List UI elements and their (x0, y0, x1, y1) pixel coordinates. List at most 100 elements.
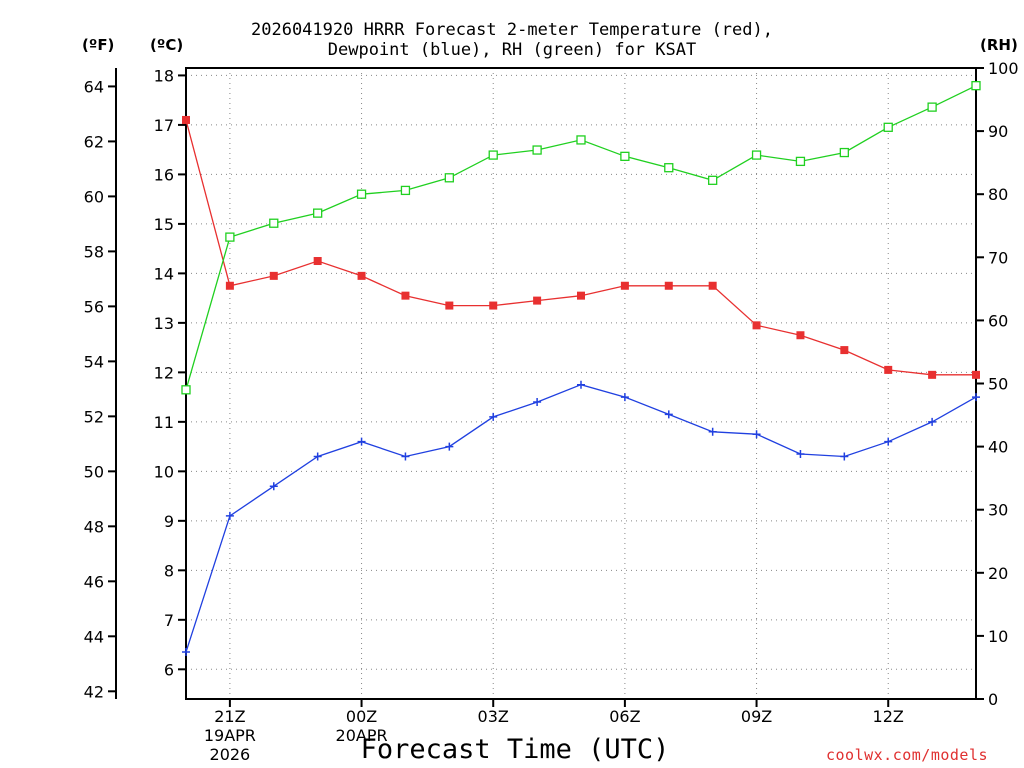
dewpoint-point (620, 393, 629, 402)
celsius-tick-label: 6 (164, 660, 174, 679)
rh-point (883, 122, 893, 132)
fahrenheit-tick-label: 50 (84, 462, 104, 481)
dewpoint-point (313, 452, 322, 461)
rh-point (795, 156, 806, 167)
celsius-tick-label: 9 (164, 512, 174, 531)
dewpoint-point (182, 647, 190, 656)
temperature-point (840, 346, 849, 355)
celsius-tick-label: 15 (154, 215, 174, 234)
celsius-unit-label: (ºC) (150, 36, 184, 54)
dewpoint-point (269, 482, 278, 491)
rh-point (751, 150, 762, 160)
fahrenheit-tick-label: 54 (84, 352, 104, 371)
x-tick-date-label: 19APR (204, 726, 256, 745)
celsius-tick-label: 14 (154, 264, 174, 283)
rh-point (664, 163, 674, 173)
rh-tick-label: 70 (988, 248, 1008, 267)
fahrenheit-tick-label: 48 (84, 517, 104, 536)
temperature-point (664, 281, 673, 290)
rh-point (225, 232, 235, 242)
temperature-point (620, 281, 629, 290)
dewpoint-point (928, 417, 937, 426)
fahrenheit-unit-label: (ºF) (82, 36, 115, 54)
x-tick-label: 00Z (346, 707, 377, 726)
rh-point (532, 145, 542, 155)
temperature-line (185, 119, 976, 376)
rh-point (839, 147, 849, 158)
celsius-tick-label: 8 (164, 561, 174, 580)
rh-point (971, 81, 981, 91)
dewpoint-point (401, 452, 410, 461)
rh-point (444, 173, 454, 183)
celsius-tick-label: 16 (154, 165, 174, 184)
dewpoint-point (533, 398, 542, 407)
credit-label: coolwx.com/models (826, 746, 989, 764)
temperature-point (182, 115, 190, 124)
dewpoint-point (972, 393, 980, 402)
celsius-tick-label: 13 (154, 314, 174, 333)
celsius-tick-label: 10 (154, 462, 174, 481)
rh-tick-label: 20 (988, 564, 1008, 583)
rh-tick-label: 100 (988, 59, 1019, 78)
x-axis-label: Forecast Time (UTC) (360, 734, 670, 765)
temperature-point (225, 281, 234, 290)
rh-point (181, 385, 191, 395)
rh-point (576, 135, 586, 145)
dewpoint-point (357, 437, 366, 446)
celsius-tick-label: 17 (154, 116, 174, 135)
fahrenheit-tick-label: 42 (84, 682, 104, 701)
x-tick-label: 06Z (609, 707, 640, 726)
dewpoint-point (577, 380, 585, 389)
temperature-point (445, 301, 454, 310)
temperature-point (884, 365, 893, 374)
temperature-point (357, 271, 366, 280)
celsius-tick-label: 7 (164, 611, 174, 630)
temperature-point (401, 291, 410, 300)
fahrenheit-tick-label: 58 (84, 242, 104, 261)
rh-line (185, 85, 977, 390)
rh-point (620, 151, 630, 161)
dewpoint-point (445, 442, 454, 451)
temperature-point (577, 291, 585, 300)
rh-tick-label: 60 (988, 311, 1008, 330)
rh-point (400, 185, 411, 196)
temperature-point (972, 370, 980, 379)
rh-point (313, 208, 323, 218)
x-tick-label: 09Z (741, 707, 772, 726)
x-tick-year-label: 2026 (210, 745, 251, 764)
dewpoint-line (185, 384, 977, 653)
temperature-point (752, 321, 761, 330)
celsius-tick-label: 18 (154, 66, 174, 85)
dewpoint-point (708, 427, 717, 436)
rh-point (269, 218, 279, 228)
rh-tick-label: 40 (988, 438, 1008, 457)
chart-title-line-1: 2026041920 HRRR Forecast 2-meter Tempera… (251, 20, 773, 40)
temperature-point (489, 301, 498, 310)
dewpoint-point (796, 450, 805, 459)
rh-point (708, 175, 718, 185)
celsius-tick-label: 12 (154, 363, 174, 382)
rh-point (488, 150, 498, 160)
dewpoint-point (840, 452, 849, 461)
fahrenheit-tick-label: 44 (84, 627, 104, 646)
dewpoint-point (225, 511, 234, 520)
temperature-point (796, 331, 805, 340)
x-tick-label: 03Z (478, 707, 509, 726)
x-tick-label: 21Z (214, 707, 245, 726)
fahrenheit-tick-label: 56 (84, 297, 104, 316)
dewpoint-point (884, 437, 893, 446)
fahrenheit-tick-label: 52 (84, 407, 104, 426)
dewpoint-point (489, 412, 498, 421)
dewpoint-point (752, 430, 761, 439)
x-tick-label: 12Z (873, 707, 904, 726)
rh-tick-label: 30 (988, 501, 1008, 520)
rh-tick-label: 80 (988, 185, 1008, 204)
chart-title-line-2: Dewpoint (blue), RH (green) for KSAT (327, 40, 697, 60)
x-tick-date-label: 20APR (336, 726, 388, 745)
dewpoint-point (664, 410, 673, 419)
rh-point (356, 189, 367, 199)
temperature-point (269, 271, 278, 280)
rh-tick-label: 50 (988, 375, 1008, 394)
fahrenheit-tick-label: 60 (84, 187, 104, 206)
